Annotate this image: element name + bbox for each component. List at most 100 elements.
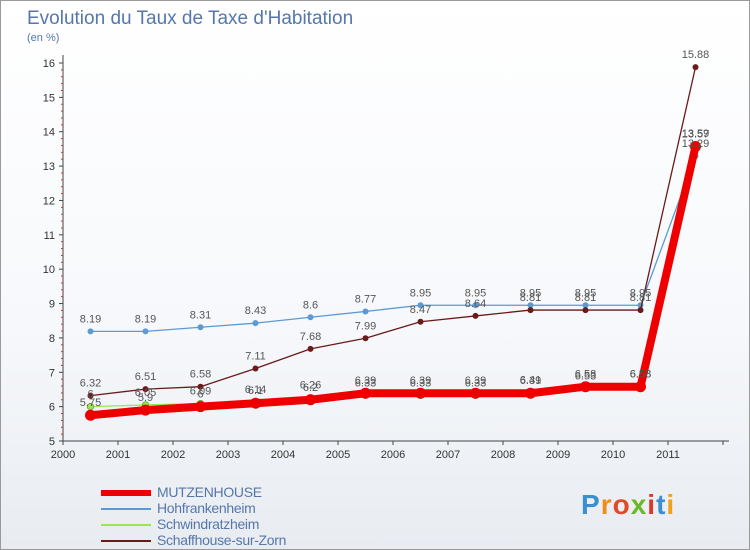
logo-letter: i xyxy=(647,489,657,520)
legend-item-hohfrankenheim: Hohfrankenheim xyxy=(101,500,331,517)
x-tick-label: 2007 xyxy=(436,449,460,461)
x-tick-label: 2009 xyxy=(546,449,570,461)
logo-letter: o xyxy=(612,489,631,520)
y-tick-label: 7 xyxy=(49,367,55,379)
data-point xyxy=(582,302,589,309)
data-label: 13.57 xyxy=(682,129,710,141)
x-tick-label: 2008 xyxy=(491,449,515,461)
y-tick-label: 9 xyxy=(49,299,55,311)
legend-label-hohfrankenheim: Hohfrankenheim xyxy=(157,500,256,516)
data-label: 8.6 xyxy=(303,299,318,311)
data-label: 6.39 xyxy=(465,375,486,387)
x-tick-label: 2000 xyxy=(51,449,75,461)
legend-swatch-mutzenhouse xyxy=(101,490,151,496)
proxiti-logo: Proxiti xyxy=(581,489,675,521)
y-tick-label: 6 xyxy=(49,402,55,414)
data-point xyxy=(472,302,479,309)
legend-label-mutzenhouse: MUTZENHOUSE xyxy=(157,484,262,500)
legend-swatch-hohfrankenheim xyxy=(101,508,151,510)
legend-item-schwindratzheim: Schwindratzheim xyxy=(101,516,331,533)
data-label: 8.95 xyxy=(465,287,486,299)
x-tick-label: 2005 xyxy=(326,449,350,461)
data-label: 6 xyxy=(197,389,203,401)
data-label: 13.29 xyxy=(682,138,710,150)
data-label: 6.39 xyxy=(355,375,376,387)
x-tick-label: 2011 xyxy=(656,449,680,461)
data-label: 6.05 xyxy=(135,387,156,399)
data-point xyxy=(305,394,316,406)
data-point xyxy=(582,307,589,314)
data-label: 6.58 xyxy=(630,369,651,381)
y-tick-label: 16 xyxy=(43,58,55,70)
logo-letter: r xyxy=(600,489,613,520)
logo-letter: i xyxy=(666,489,676,520)
x-tick-label: 2003 xyxy=(216,449,240,461)
logo-letter: P xyxy=(581,489,601,520)
data-point xyxy=(417,318,424,325)
data-label: 8.95 xyxy=(575,287,596,299)
data-label: 6.2 xyxy=(303,382,318,394)
data-label: 8.19 xyxy=(80,313,101,325)
data-point xyxy=(692,64,699,71)
logo-letter: x xyxy=(630,489,648,520)
data-label: 6.33 xyxy=(465,377,486,389)
data-point xyxy=(527,307,534,314)
data-label: 8.95 xyxy=(520,287,541,299)
y-tick-label: 8 xyxy=(49,333,55,345)
data-label: 6.33 xyxy=(410,377,431,389)
data-label: 6.39 xyxy=(520,375,541,387)
data-label: 8.95 xyxy=(410,287,431,299)
data-point xyxy=(195,401,206,413)
y-tick-label: 12 xyxy=(43,195,55,207)
data-label: 8.81 xyxy=(520,292,541,304)
legend-item-mutzenhouse: MUTZENHOUSE xyxy=(101,484,331,501)
data-label: 7.11 xyxy=(245,350,266,362)
data-point xyxy=(197,383,204,390)
data-label: 6.32 xyxy=(80,378,101,390)
data-label: 5.9 xyxy=(138,392,153,404)
legend-label-schaffhouse-sur-zorn: Schaffhouse-sur-Zorn xyxy=(157,532,287,548)
data-point xyxy=(472,312,479,319)
data-point xyxy=(142,328,149,335)
data-point xyxy=(527,302,534,309)
series-line-mutzenhouse xyxy=(86,142,700,420)
data-label: 6.51 xyxy=(135,371,156,383)
data-point xyxy=(637,307,644,314)
data-point xyxy=(85,409,96,421)
data-point xyxy=(525,387,536,399)
data-point xyxy=(197,324,204,331)
x-tick-label: 2004 xyxy=(271,449,295,461)
data-label: 6.41 xyxy=(520,375,541,387)
data-point xyxy=(307,314,314,321)
x-tick-label: 2002 xyxy=(161,449,185,461)
data-point xyxy=(470,387,481,399)
data-label: 8.81 xyxy=(630,292,651,304)
series-line-schwindratzheim xyxy=(89,145,697,408)
series-line-hohfrankenheim xyxy=(89,155,697,333)
data-point xyxy=(250,397,261,409)
data-label: 6.58 xyxy=(190,369,211,381)
legend-label-schwindratzheim: Schwindratzheim xyxy=(157,516,260,532)
data-point xyxy=(307,345,314,352)
data-label: 6 xyxy=(87,389,93,401)
data-label: 8.19 xyxy=(135,313,156,325)
legend: MUTZENHOUSE Hohfrankenheim Schwindratzhe… xyxy=(101,484,331,549)
data-point xyxy=(360,387,371,399)
data-label: 6.26 xyxy=(300,380,321,392)
y-tick-label: 13 xyxy=(43,161,55,173)
data-point xyxy=(580,381,591,393)
chart-title: Evolution du Taux de Taxe d'Habitation xyxy=(27,8,354,29)
legend-swatch-schaffhouse-sur-zorn xyxy=(101,540,151,542)
data-label: 6.33 xyxy=(355,377,376,389)
data-point xyxy=(635,381,646,393)
series-line-schaffhouse-sur-zorn xyxy=(89,66,697,397)
data-point xyxy=(142,386,149,393)
data-point xyxy=(415,387,426,399)
x-tick-label: 2006 xyxy=(381,449,405,461)
logo-letter: t xyxy=(656,489,667,520)
data-label: 7.68 xyxy=(300,331,321,343)
data-label: 15.88 xyxy=(682,49,710,61)
data-label: 6.58 xyxy=(630,369,651,381)
